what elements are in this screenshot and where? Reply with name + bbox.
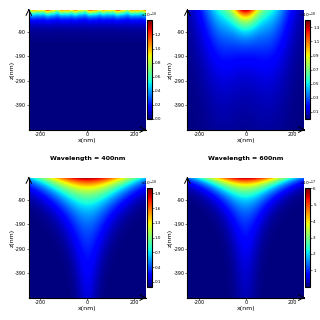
Y-axis label: z(nm): z(nm) [9,228,14,247]
X-axis label: x(nm): x(nm) [78,306,97,311]
Title: x10$^{-17}$: x10$^{-17}$ [300,179,316,188]
Title: x10$^{-18}$: x10$^{-18}$ [300,11,316,20]
Y-axis label: z(nm): z(nm) [168,228,173,247]
X-axis label: x(nm): x(nm) [236,306,255,311]
X-axis label: x(nm): x(nm) [236,138,255,143]
Text: Wavelength = 400nm: Wavelength = 400nm [50,156,125,161]
Title: x10$^{-18}$: x10$^{-18}$ [141,11,158,20]
Title: x10$^{-18}$: x10$^{-18}$ [141,179,158,188]
Y-axis label: z(nm): z(nm) [9,60,14,79]
Y-axis label: z(nm): z(nm) [168,60,173,79]
X-axis label: x(nm): x(nm) [78,138,97,143]
Text: Wavelength = 600nm: Wavelength = 600nm [208,156,284,161]
